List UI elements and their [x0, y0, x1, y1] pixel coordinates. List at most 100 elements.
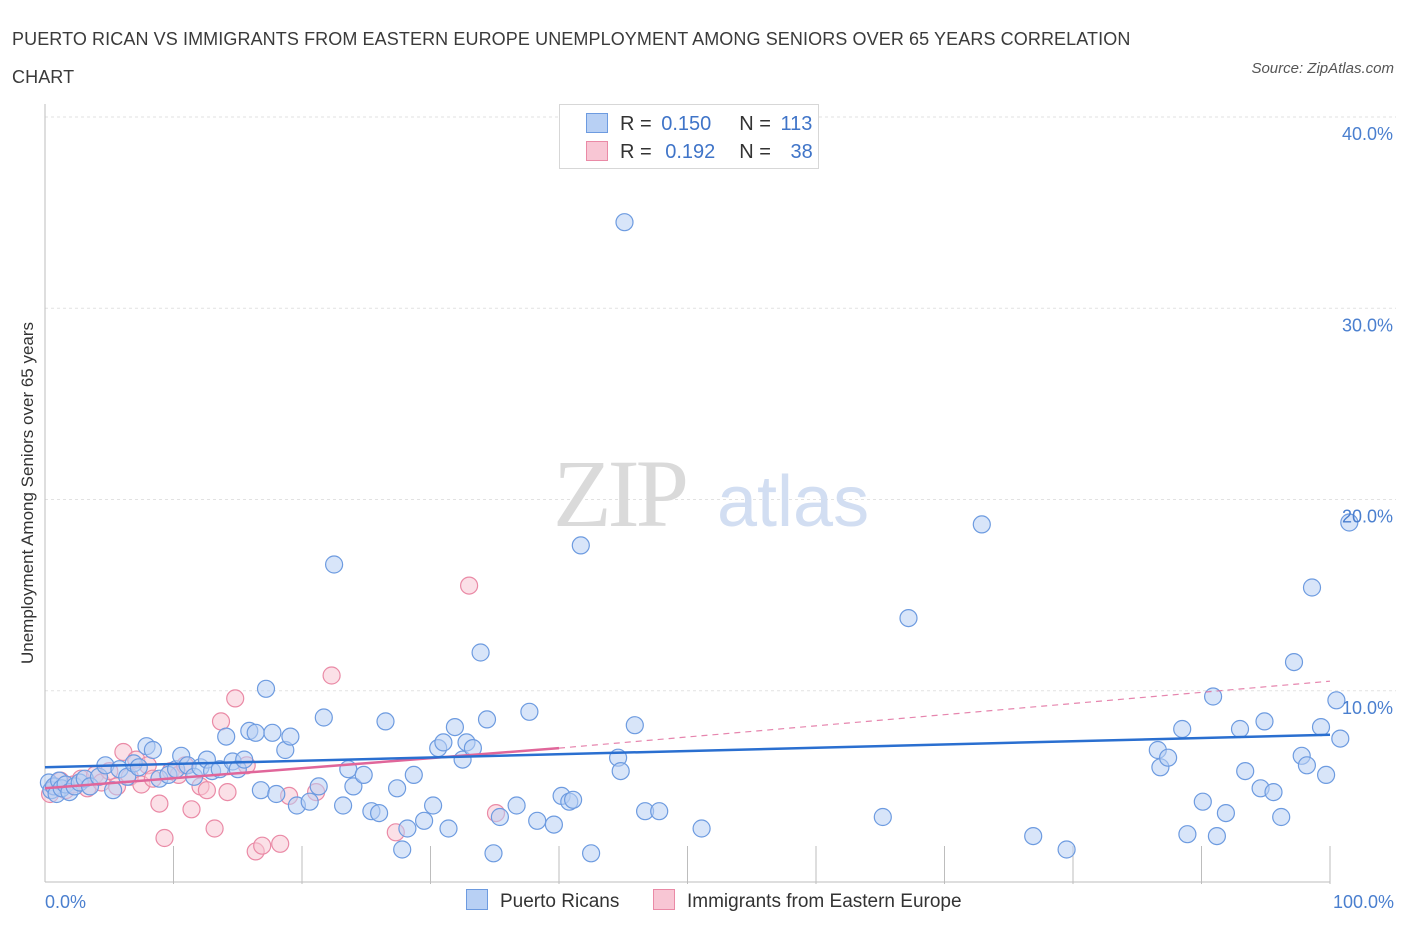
legend-swatch-pink — [586, 141, 608, 161]
legend-n-value: 38 — [790, 141, 813, 163]
data-point — [1331, 729, 1350, 748]
legend-n-label: N = — [739, 113, 777, 135]
bottom-legend-swatch-pink — [653, 889, 675, 910]
data-point — [322, 666, 341, 685]
data-point — [354, 765, 373, 785]
x-tick-label-min: 0.0% — [45, 892, 86, 912]
data-point — [197, 781, 216, 800]
data-point — [1272, 807, 1291, 827]
data-point — [415, 811, 434, 830]
data-point — [873, 807, 892, 827]
data-point — [281, 727, 300, 746]
legend-n-value: 113 — [780, 113, 813, 135]
grid-lines — [45, 116, 1396, 692]
data-point — [1207, 826, 1227, 846]
data-point — [477, 710, 497, 729]
data-point — [1255, 712, 1274, 731]
legend-r-label: R = — [620, 113, 658, 135]
watermark-atlas: atlas — [717, 462, 869, 542]
data-point — [611, 761, 630, 781]
data-point — [544, 815, 564, 834]
data-point — [1178, 825, 1197, 844]
data-point — [972, 515, 991, 534]
trend-line-puerto-ricans — [44, 733, 1331, 769]
chart-title: PUERTO RICAN VS IMMIGRANTS FROM EASTERN … — [12, 29, 1131, 87]
data-point — [1173, 719, 1192, 739]
data-point — [271, 834, 290, 853]
data-point — [1216, 803, 1236, 823]
data-point — [211, 712, 231, 731]
data-point — [434, 733, 453, 752]
data-point — [155, 828, 174, 848]
trend-line-eastern-europe — [44, 746, 560, 790]
data-point — [1327, 691, 1346, 710]
data-point — [263, 723, 282, 742]
data-point — [1316, 765, 1336, 785]
data-point — [520, 702, 539, 721]
data-point — [150, 794, 169, 813]
bottom-legend-puerto-ricans: Puerto Ricans — [466, 889, 619, 915]
y-tick-labels: 10.0% 20.0% 30.0% 40.0% — [1342, 124, 1393, 718]
data-point — [205, 819, 224, 838]
data-point — [1236, 761, 1255, 781]
data-point — [625, 716, 644, 735]
data-point — [899, 608, 918, 628]
data-point — [267, 784, 286, 804]
data-point — [1158, 748, 1178, 767]
data-point — [309, 777, 328, 796]
data-point — [1311, 717, 1331, 737]
data-point — [251, 781, 270, 800]
data-point — [376, 712, 395, 731]
data-point — [1264, 782, 1283, 802]
data-point — [404, 765, 423, 785]
y-tick-label: 40.0% — [1342, 124, 1393, 144]
data-point — [370, 803, 389, 823]
data-point — [103, 781, 123, 800]
watermark-zip: ZIP — [553, 440, 686, 547]
y-tick-label: 20.0% — [1342, 507, 1393, 527]
data-point — [528, 811, 547, 830]
data-point — [1284, 652, 1304, 672]
data-point — [507, 796, 526, 815]
data-point — [1193, 792, 1212, 811]
axes — [44, 104, 1331, 884]
data-point — [235, 750, 254, 769]
data-point — [1230, 719, 1250, 739]
data-point — [398, 819, 417, 838]
trend-lines — [44, 680, 1331, 790]
series-eastern-europe-points — [40, 576, 506, 861]
legend-row-puerto-ricans: R = 0.150 N = 113 — [586, 112, 812, 136]
legend-r-value: 0.192 — [665, 141, 716, 163]
legend-r-value: 0.150 — [661, 113, 712, 135]
data-point — [182, 800, 201, 819]
bottom-legend-label: Puerto Ricans — [500, 891, 620, 912]
legend-swatch-blue — [586, 113, 608, 133]
data-point — [615, 213, 634, 232]
data-point — [129, 758, 148, 777]
data-point — [460, 576, 479, 595]
y-tick-label: 30.0% — [1342, 315, 1393, 335]
data-point — [439, 819, 458, 838]
x-tick-label-max: 100.0% — [1333, 892, 1394, 912]
bottom-legend-swatch-blue — [466, 889, 488, 910]
data-point — [226, 689, 245, 708]
series-puerto-ricans-points — [39, 213, 1359, 863]
trend-line-eastern-europe-dashed — [558, 680, 1331, 749]
bottom-legend-eastern-europe: Immigrants from Eastern Europe — [653, 889, 962, 915]
data-point — [445, 717, 464, 737]
data-point — [393, 840, 412, 859]
data-point — [334, 796, 353, 815]
legend-n-label: N = — [739, 141, 777, 163]
data-point — [300, 792, 319, 811]
data-point — [571, 536, 590, 555]
data-point — [692, 819, 711, 838]
data-point — [344, 777, 363, 796]
data-point — [256, 679, 276, 698]
legend-row-eastern-europe: R = 0.192 N = 38 — [586, 140, 813, 164]
legend-r-label: R = — [620, 141, 658, 163]
data-point — [563, 790, 583, 809]
data-point — [325, 555, 344, 574]
data-point — [143, 740, 162, 760]
data-point — [314, 708, 333, 727]
